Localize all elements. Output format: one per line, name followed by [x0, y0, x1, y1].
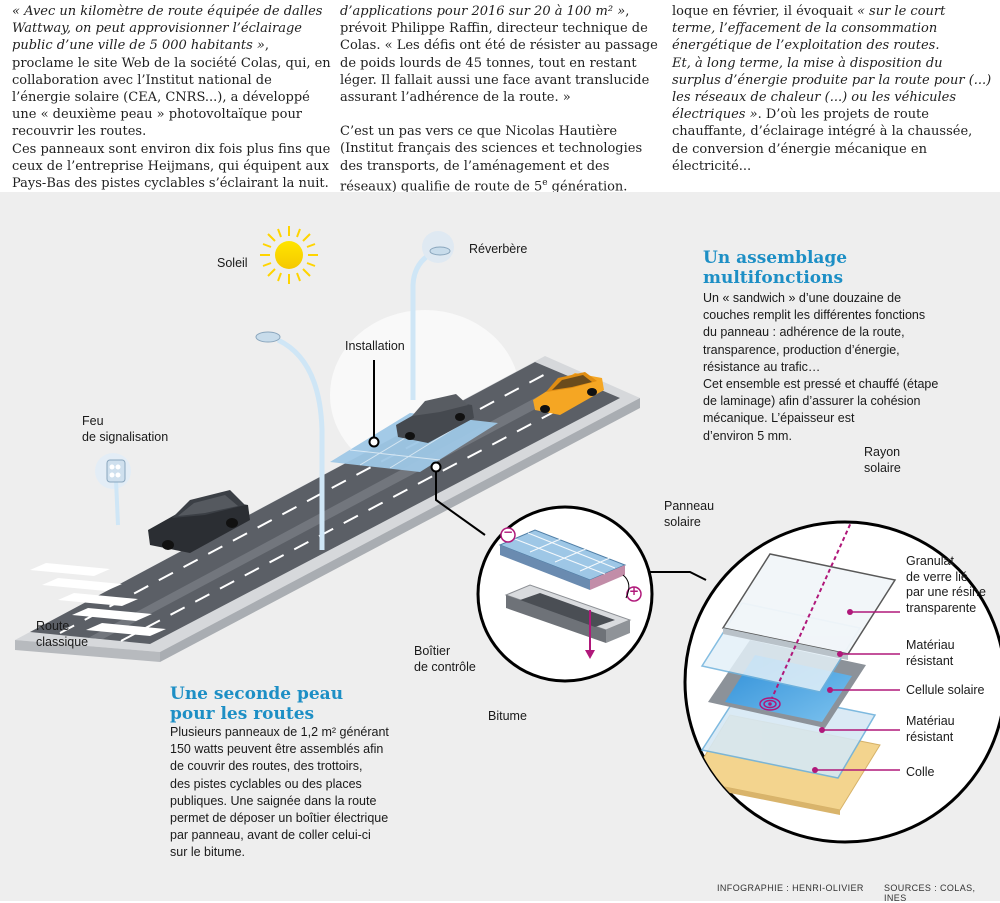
label-line: solaire [664, 514, 701, 529]
body-line: Cet ensemble est pressé et chauffé (étap… [703, 377, 939, 392]
peau-title: Une seconde peau pour les routes [170, 684, 343, 724]
solar-road-illustration [15, 226, 1000, 844]
quote: « sur le court terme, l’effacement de la… [672, 4, 946, 54]
body-line: publiques. Une saignée dans la route [170, 793, 377, 808]
traffic-light-icon [95, 453, 131, 526]
quote: d’applications pour 2016 sur 20 à 100 m²… [340, 4, 626, 19]
label-cellule-solaire: Cellule solaire [906, 683, 985, 697]
body-line: d’environ 5 mm. [703, 428, 792, 443]
label-soleil: Soleil [217, 256, 248, 270]
label-granulat: Granulat de verre lié par une résine tra… [906, 554, 986, 616]
paragraph-text: , prévoit Philippe Raffin, directeur tec… [340, 4, 658, 106]
road [15, 356, 640, 662]
credit-sources: SOURCES : COLAS, INES [884, 883, 976, 903]
article-text-block: « Avec un kilomètre de route équipée de … [0, 0, 1000, 211]
body-line: des pistes cyclables ou des places [170, 776, 362, 791]
paragraph-text: C’est un pas vers ce que Nicolas Hautièr… [340, 124, 643, 195]
label-rayon-solaire: Rayon solaire [864, 445, 901, 476]
paragraph-text: Ces panneaux sont environ dix fois plus … [12, 141, 331, 192]
minus-terminal: − [502, 525, 514, 539]
label-materiau-resistant-top: Matériau résistant [906, 638, 955, 669]
body-line: couches remplit les différentes fonction… [703, 308, 926, 323]
peau-body: Plusieurs panneaux de 1,2 m² générant 150… [170, 724, 389, 862]
label-line: de contrôle [414, 659, 476, 674]
title-line: pour les routes [170, 704, 315, 724]
assemblage-body: Un « sandwich » d’une douzaine de couches… [703, 290, 938, 445]
label-line: Matériau [906, 714, 955, 728]
label-line: Panneau [664, 499, 715, 513]
body-line: du panneau : adhérence de la route, [703, 325, 905, 340]
label-boitier: Boîtier de contrôle [414, 644, 476, 675]
credit-infographie: INFOGRAPHIE : HENRI-OLIVIER [717, 883, 864, 893]
body-line: Un « sandwich » d’une douzaine de [703, 291, 902, 305]
label-line: solaire [864, 460, 901, 475]
layer-zoom-circle [683, 520, 1000, 844]
body-line: sur le bitume. [170, 845, 246, 860]
title-line: multifonctions [703, 268, 844, 288]
label-line: Rayon [864, 445, 901, 459]
paragraph-text: , proclame le site Web de la société Col… [12, 38, 331, 140]
label-line: de signalisation [82, 429, 169, 444]
label-installation: Installation [345, 339, 405, 353]
label-line: Matériau [906, 638, 955, 652]
paragraph-text: loque en février, il évoquait [672, 4, 857, 19]
label-colle: Colle [906, 765, 935, 779]
label-line: classique [36, 634, 89, 649]
label-line: de verre lié [906, 569, 968, 584]
label-line: par une résine [906, 585, 986, 599]
label-bitume: Bitume [488, 709, 527, 723]
body-line: Plusieurs panneaux de 1,2 m² générant [170, 725, 389, 739]
quote: Et, à long terme, la mise à disposition … [672, 55, 992, 123]
label-line: Boîtier [414, 644, 451, 658]
article-column-2: d’applications pour 2016 sur 20 à 100 m²… [340, 3, 658, 213]
label-line: Granulat [906, 554, 954, 568]
label-route-classique: Route classique [36, 619, 88, 650]
label-materiau-resistant-bottom: Matériau résistant [906, 714, 955, 745]
street-lamp-icon [276, 337, 325, 550]
assemblage-title: Un assemblage multifonctions [703, 248, 847, 288]
label-feu: Feu de signalisation [82, 414, 168, 445]
car-icon [533, 372, 604, 415]
body-line: transparence, production d’énergie, [703, 342, 900, 357]
title-line: Un assemblage [703, 248, 848, 268]
body-line: de laminage) afin d’assurer la cohésion [703, 394, 921, 409]
label-line: Feu [82, 414, 104, 428]
label-line: Route [36, 619, 70, 633]
sun-icon [260, 226, 318, 284]
body-line: 150 watts peuvent être assemblés afin [170, 742, 384, 757]
label-reverbere: Réverbère [469, 242, 528, 256]
article-column-1: « Avec un kilomètre de route équipée de … [12, 3, 332, 209]
body-line: mécanique. L’épaisseur est [703, 411, 855, 426]
article-column-3: loque en février, il évoquait « sur le c… [672, 3, 992, 175]
superscript: e [542, 177, 548, 188]
plus-terminal: + [628, 584, 640, 598]
body-line: permet de déposer un boîtier électrique [170, 811, 389, 826]
body-line: par panneau, avant de coller celui-ci [170, 828, 371, 843]
label-panneau-solaire: Panneau solaire [664, 499, 714, 530]
panel-zoom-circle [476, 505, 654, 683]
body-line: résistance au trafic… [703, 359, 821, 374]
label-line: résistant [906, 729, 954, 744]
car-icon [148, 490, 250, 553]
paragraph-text: . D’où les projets de route chauffante, … [672, 107, 973, 174]
car-icon [396, 394, 474, 443]
quote: « Avec un kilomètre de route équipée de … [12, 4, 323, 54]
label-line: transparente [906, 600, 977, 615]
title-line: Une seconde peau [170, 684, 344, 704]
body-line: de couvrir des routes, des trottoirs, [170, 759, 363, 774]
label-line: résistant [906, 653, 954, 668]
